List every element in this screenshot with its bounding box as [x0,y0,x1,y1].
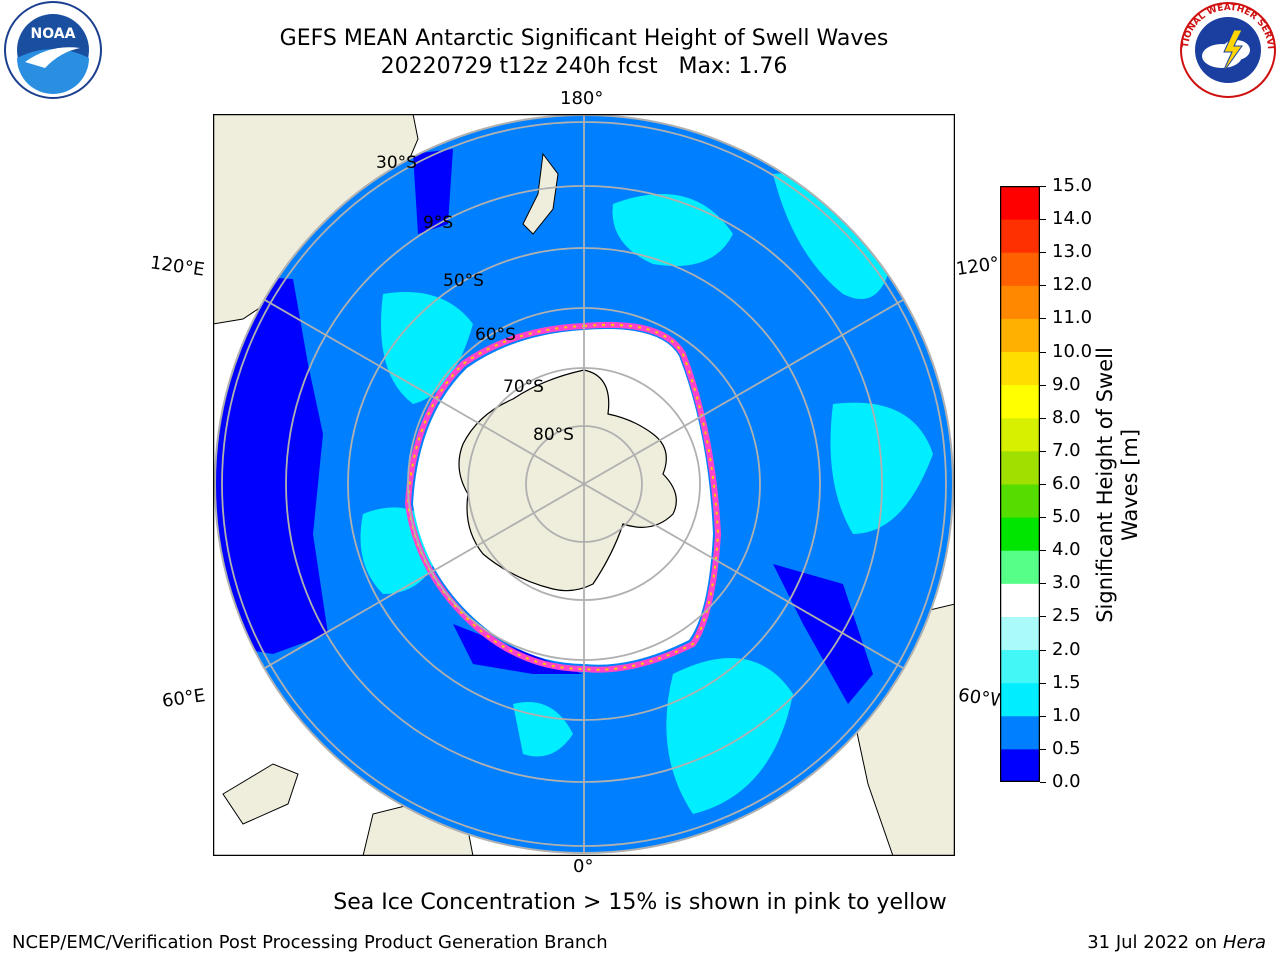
colorbar-tick-label: 2.0 [1052,638,1081,660]
map-title: GEFS MEAN Antarctic Significant Height o… [279,26,889,51]
lat-label-50s: 50°S [443,271,484,291]
colorbar-tick-mark [1040,252,1046,254]
noaa-logo: NOAA [4,1,102,99]
colorbar-swatch [1000,417,1040,452]
noaa-logo-text: NOAA [31,26,76,42]
colorbar-tick-mark [1040,219,1046,221]
colorbar-tick-mark [1040,186,1046,187]
colorbar-tick-mark [1040,550,1046,552]
colorbar-swatch [1000,715,1040,750]
colorbar-label-line1: Significant Height of Swell [1093,347,1117,623]
lat-label-80s: 80°S [533,425,574,445]
colorbar-tick-label: 4.0 [1052,539,1081,561]
low-swell-nw [413,149,453,234]
lat-label-40s: 9°S [423,213,453,233]
colorbar-tick-mark [1040,384,1046,386]
swell-patch-1 [612,194,733,266]
map-subtitle: 20220729 t12z 240h fcst Max: 1.76 [380,54,788,79]
colorbar-tick-label: 15.0 [1052,175,1093,196]
colorbar-swatch [1000,384,1040,419]
colorbar-tick-mark [1040,715,1046,717]
colorbar-tick-label: 3.0 [1052,572,1081,594]
lon-label-60e: 60°E [160,685,207,712]
colorbar-swatch [1000,616,1040,651]
colorbar-swatch [1000,748,1040,782]
graticule [215,115,953,853]
colorbar-tick-label: 14.0 [1052,208,1093,230]
colorbar-swatch [1000,186,1040,220]
lon-label-0: 0° [573,856,594,877]
footer-date-text: 31 Jul 2022 on [1087,932,1223,953]
sea-ice-note: Sea Ice Concentration > 15% is shown in … [333,890,947,915]
colorbar-tick-label: 0.5 [1052,737,1081,759]
colorbar-swatch [1000,318,1040,353]
colorbar-tick-label: 13.0 [1052,241,1093,263]
colorbar-tick-mark [1040,351,1046,353]
lon-label-180: 180° [560,88,604,109]
colorbar-tick-mark [1040,484,1046,485]
colorbar-tick-label: 0.0 [1052,771,1081,792]
colorbar-swatch [1000,219,1040,253]
footer-organization: NCEP/EMC/Verification Post Processing Pr… [12,932,608,953]
colorbar-swatch [1000,285,1040,319]
colorbar-tick-label: 9.0 [1052,373,1081,395]
colorbar-tick-mark [1040,616,1046,618]
colorbar-tick-label: 8.0 [1052,406,1081,428]
polar-map: 30°S 9°S 50°S 60°S 70°S 80°S [213,114,955,856]
colorbar-swatch [1000,517,1040,551]
colorbar-swatch [1000,550,1040,584]
footer-date: 31 Jul 2022 on Hera [1087,932,1266,953]
colorbar-tick-mark [1040,782,1046,783]
colorbar-swatch [1000,351,1040,386]
colorbar-tick-label: 12.0 [1052,274,1093,296]
lon-label-120w: 120° [954,253,1001,280]
colorbar-tick-mark [1040,649,1046,651]
colorbar-swatch [1000,649,1040,684]
lat-label-70s: 70°S [503,377,544,397]
colorbar-tick-mark [1040,417,1046,419]
lat-label-30s: 30°S [376,153,417,173]
colorbar-tick-mark [1040,583,1046,585]
colorbar-tick-label: 11.0 [1052,307,1093,329]
colorbar-tick-mark [1040,517,1046,519]
colorbar-tick-mark [1040,682,1046,684]
colorbar-tick-label: 7.0 [1052,439,1081,461]
colorbar-tick-label: 5.0 [1052,506,1081,528]
colorbar-tick-mark [1040,450,1046,452]
lon-label-120e: 120°E [148,252,206,281]
nws-logo: NATIONAL WEATHER SERVICE [1176,0,1276,98]
swell-patch-7 [513,702,573,757]
colorbar-swatch [1000,252,1040,286]
footer-host: Hera [1222,932,1266,953]
madagascar-land [222,763,299,825]
colorbar-tick-label: 10.0 [1052,340,1093,362]
colorbar [1000,186,1040,782]
colorbar-label-line2: Waves [m] [1118,428,1142,542]
swell-patch-4 [666,658,793,814]
colorbar-swatch [1000,682,1040,717]
colorbar-swatch [1000,484,1040,518]
low-swell-indian [215,274,328,654]
colorbar-tick-mark [1040,285,1046,287]
colorbar-tick-label: 2.5 [1052,605,1081,627]
new-zealand-land [522,152,559,235]
low-swell-sector [453,624,583,674]
colorbar-tick-label: 6.0 [1052,473,1081,494]
colorbar-tick-label: 1.0 [1052,704,1081,726]
colorbar-tick-mark [1040,318,1046,320]
lat-label-60s: 60°S [475,325,516,345]
colorbar-tick-label: 1.5 [1052,671,1081,693]
low-swell-se [773,564,873,704]
antarctica-land [458,369,677,592]
colorbar-swatch [1000,450,1040,485]
colorbar-tick-mark [1040,748,1046,750]
colorbar-swatch [1000,583,1040,617]
